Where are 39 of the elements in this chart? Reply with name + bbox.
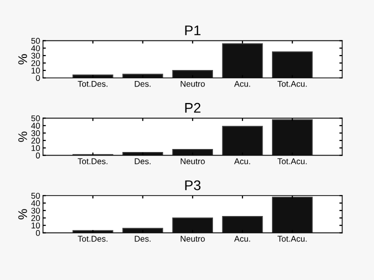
chart-title: P3 xyxy=(185,180,200,190)
x-tick-label: Des. xyxy=(134,236,151,242)
y-axis-title: % xyxy=(18,54,28,64)
y-tick-label: 30 xyxy=(31,52,40,59)
y-tick-label: 40 xyxy=(31,122,40,129)
y-axis-title: % xyxy=(18,132,28,142)
x-tick-label: Tot.Des. xyxy=(78,158,108,164)
x-tick-label: Tot.Acu. xyxy=(277,236,307,242)
y-tick-label: 50 xyxy=(31,38,40,44)
x-tick-label: Tot.Des. xyxy=(78,80,108,87)
y-tick-label: 10 xyxy=(32,145,40,152)
y-tick-label: 0 xyxy=(36,75,40,81)
x-tick-label: Acu. xyxy=(234,236,250,242)
x-tick-label: Tot.Acu. xyxy=(277,80,307,87)
x-tick-label: Acu. xyxy=(234,158,250,164)
x-tick-label: Neutro xyxy=(180,158,205,164)
chart-title: P2 xyxy=(185,102,200,113)
y-tick-label: 10 xyxy=(32,68,40,74)
y-axis-title: % xyxy=(18,209,28,220)
y-tick-label: 20 xyxy=(31,60,40,66)
x-tick-label: Des. xyxy=(134,158,151,164)
y-tick-label: 30 xyxy=(31,130,40,136)
y-tick-label: 50 xyxy=(31,115,40,122)
y-tick-label: 20 xyxy=(31,138,40,144)
x-tick-label: Neutro xyxy=(180,80,205,87)
chart-title: P1 xyxy=(185,26,200,36)
y-tick-label: 50 xyxy=(31,192,40,199)
y-tick-label: 40 xyxy=(31,200,40,206)
y-tick-label: 40 xyxy=(31,45,40,52)
y-tick-label: 30 xyxy=(31,208,40,214)
y-tick-label: 20 xyxy=(31,215,40,222)
x-tick-label: Tot.Acu. xyxy=(277,158,307,164)
x-tick-label: Acu. xyxy=(234,80,250,87)
x-tick-label: Neutro xyxy=(180,236,205,242)
x-tick-label: Tot.Des. xyxy=(78,236,108,242)
x-tick-label: Des. xyxy=(134,80,151,87)
y-tick-label: 10 xyxy=(32,222,40,228)
y-tick-label: 0 xyxy=(36,230,40,236)
y-tick-label: 0 xyxy=(36,152,40,158)
